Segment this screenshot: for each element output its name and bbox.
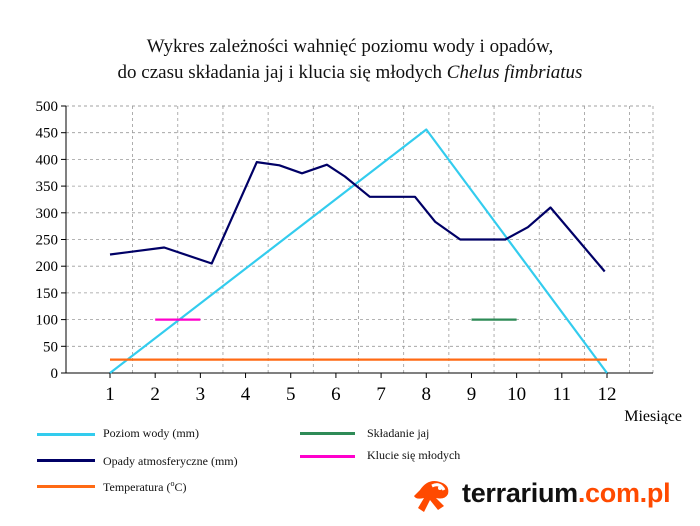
y-tick-label-450: 450 xyxy=(36,126,59,142)
x-axis-label: Miesiące xyxy=(624,408,682,425)
logo-text-main: terrarium xyxy=(462,478,578,508)
x-tick-label-1: 1 xyxy=(105,384,115,405)
legend-label-rain: Opady atmosferyczne (mm) xyxy=(103,454,238,469)
x-axis-ticks: 1 2 3 4 5 6 7 8 9 10 11 12 xyxy=(105,373,617,405)
legend-rain-unit: (mm) xyxy=(210,454,238,468)
y-tick-label-150: 150 xyxy=(36,286,59,302)
x-tick-label-5: 5 xyxy=(286,384,296,405)
legend-water-unit: (mm) xyxy=(172,426,200,440)
legend-label-water: Poziom wody (mm) xyxy=(103,426,199,441)
x-tick-label-10: 10 xyxy=(507,384,526,405)
chart-title-line2: do czasu składania jaj i klucia się młod… xyxy=(0,60,700,86)
chart-title-species: Chelus fimbriatus xyxy=(446,62,583,83)
legend-label-hatch: Klucie się młodych xyxy=(367,448,461,462)
x-tick-label-3: 3 xyxy=(196,384,206,405)
y-tick-label-500: 500 xyxy=(36,99,59,115)
legend-swatch-rain xyxy=(37,459,95,462)
chart-title-line2-prefix: do czasu składania jaj i klucia się młod… xyxy=(117,62,443,83)
y-tick-label-200: 200 xyxy=(36,259,59,275)
legend-rain-text: Opady atmosferyczne xyxy=(103,454,208,468)
x-tick-label-6: 6 xyxy=(331,384,341,405)
x-tick-label-8: 8 xyxy=(422,384,432,405)
x-tick-label-7: 7 xyxy=(376,384,386,405)
y-tick-label-350: 350 xyxy=(36,179,59,195)
legend-swatch-water xyxy=(37,433,95,436)
y-tick-label-50: 50 xyxy=(43,339,58,355)
chart-grid xyxy=(66,105,654,373)
y-tick-label-300: 300 xyxy=(36,206,59,222)
x-tick-label-11: 11 xyxy=(553,384,571,405)
chart-series xyxy=(109,128,608,374)
legend-swatch-hatch xyxy=(300,455,355,458)
legend-label-temp: Temperatura (oC) xyxy=(103,479,186,495)
terrarium-logo-icon xyxy=(414,481,449,512)
x-tick-label-2: 2 xyxy=(150,384,160,405)
series-water-level xyxy=(109,128,608,374)
x-tick-label-12: 12 xyxy=(598,384,617,405)
y-tick-label-100: 100 xyxy=(36,313,59,329)
logo-wordmark: terrarium.com.pl xyxy=(462,478,671,509)
series-rainfall xyxy=(109,161,606,273)
x-tick-label-9: 9 xyxy=(467,384,477,405)
legend-temp-text: Temperatura xyxy=(103,480,164,494)
chart-title: Wykres zależności wahnięć poziomu wody i… xyxy=(0,34,700,86)
legend-temp-unit: (oC) xyxy=(166,479,187,494)
y-tick-label-0: 0 xyxy=(51,366,59,382)
legend-water-text: Poziom wody xyxy=(103,426,170,440)
legend-label-eggs: Składanie jaj xyxy=(367,426,430,440)
y-tick-label-400: 400 xyxy=(36,152,59,168)
x-tick-label-4: 4 xyxy=(241,384,251,405)
legend-swatch-temp xyxy=(37,485,95,488)
y-tick-label-250: 250 xyxy=(36,233,59,249)
logo-text-domain: .com.pl xyxy=(577,478,671,508)
y-axis-ticks: 0 50 100 150 200 250 300 350 400 450 500 xyxy=(36,99,66,382)
chart-title-line1: Wykres zależności wahnięć poziomu wody i… xyxy=(146,36,554,57)
legend-swatch-eggs xyxy=(300,432,355,435)
